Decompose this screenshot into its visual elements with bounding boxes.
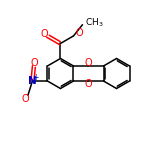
Text: O: O <box>30 58 38 68</box>
Text: O: O <box>85 79 92 89</box>
Text: O: O <box>75 28 83 38</box>
Text: O: O <box>22 94 30 104</box>
Text: N: N <box>28 76 37 86</box>
Text: O: O <box>41 29 48 39</box>
Text: O: O <box>85 58 92 68</box>
Text: +: + <box>33 73 39 82</box>
Text: CH$_3$: CH$_3$ <box>85 17 103 29</box>
